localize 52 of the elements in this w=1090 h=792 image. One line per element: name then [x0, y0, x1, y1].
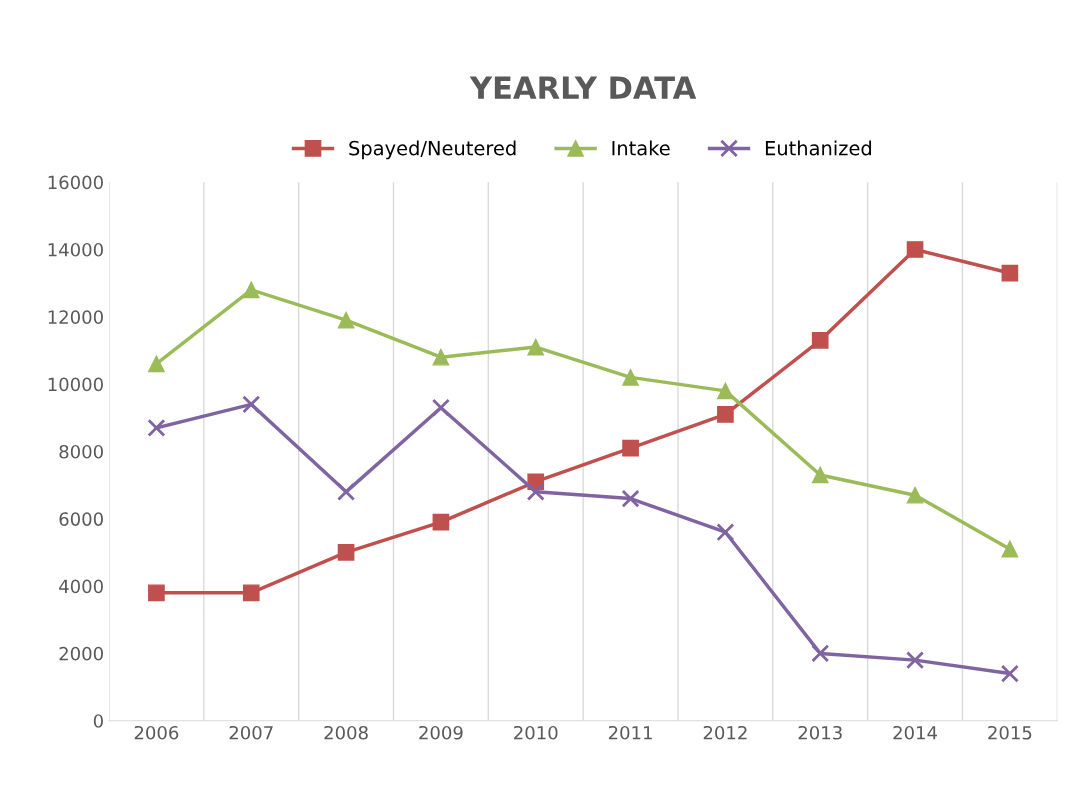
point [147, 418, 166, 437]
y-tick-label: 8000 [59, 444, 103, 459]
point [811, 332, 829, 349]
point [622, 369, 639, 386]
point [431, 398, 450, 417]
point [148, 355, 165, 373]
point [527, 338, 545, 356]
chart-title: YEARLY DATA [469, 76, 697, 99]
point [432, 513, 450, 531]
x-tick-label: 2007 [229, 725, 273, 740]
point [242, 281, 260, 299]
legend-label: Euthanized [765, 140, 871, 156]
y-tick-label: 4000 [59, 579, 103, 594]
point [1001, 540, 1019, 558]
point [1001, 264, 1019, 282]
x-tick-label: 2006 [134, 725, 179, 740]
x-tick-label: 2015 [988, 725, 1032, 740]
point [621, 489, 640, 508]
y-tick-label: 2000 [59, 646, 103, 661]
point [337, 482, 356, 501]
y-tick-label: 10000 [48, 377, 103, 392]
point [148, 584, 165, 602]
point [717, 406, 734, 423]
point [811, 466, 829, 484]
point [811, 644, 830, 663]
y-tick-label: 0 [93, 714, 103, 728]
point [337, 544, 355, 561]
point [906, 651, 925, 670]
y-tick-label: 12000 [48, 310, 103, 324]
legend-label: Intake [612, 140, 670, 156]
x-tick-label: 2009 [419, 725, 463, 740]
point [1000, 664, 1019, 683]
x-tick-label: 2010 [514, 725, 558, 740]
x-tick-label: 2012 [703, 725, 747, 740]
legend-label: Spayed/Neutered [349, 140, 516, 160]
point [906, 486, 924, 504]
y-tick-label: 14000 [48, 242, 103, 257]
point [337, 311, 355, 329]
x-tick-label: 2008 [324, 725, 368, 740]
y-tick-label: 16000 [48, 175, 103, 190]
point [717, 382, 734, 400]
x-tick-label: 2014 [893, 725, 938, 740]
x-tick-label: 2013 [798, 725, 842, 740]
point [432, 348, 450, 366]
point [906, 241, 924, 258]
point [716, 523, 735, 542]
y-tick-label: 6000 [59, 512, 103, 526]
point [242, 395, 261, 414]
point [622, 439, 639, 457]
point [526, 482, 545, 501]
point [242, 584, 260, 602]
x-tick-label: 2011 [608, 725, 652, 740]
